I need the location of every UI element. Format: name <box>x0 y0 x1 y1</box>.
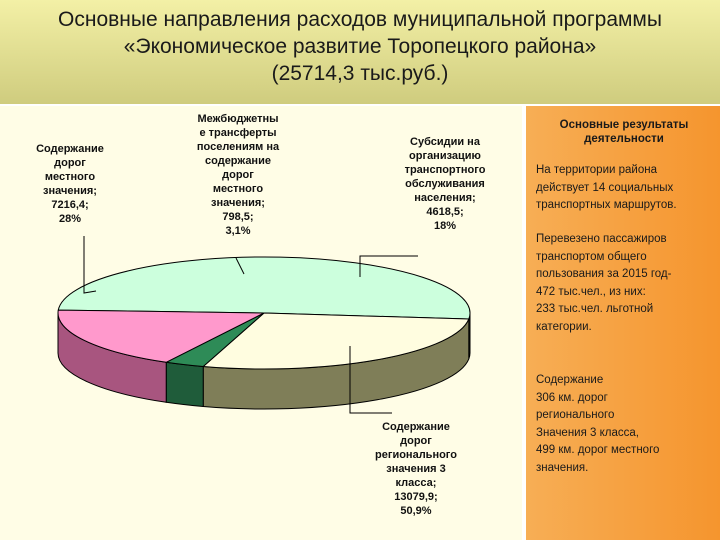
slice-label-line: е трансферты <box>199 127 276 139</box>
slice-label-line: Содержание <box>36 143 104 155</box>
pie-slice-2 <box>202 312 470 370</box>
slice-label-line: содержание <box>205 155 271 167</box>
pie-slice-4 <box>57 309 265 363</box>
slice-label-line: 28% <box>59 213 81 225</box>
slice-label-line: обслуживания <box>405 178 485 190</box>
slice-label-line: значения; <box>211 197 265 209</box>
slice-label-line: Межбюджетны <box>197 113 278 125</box>
slice-label-line: 4618,5; <box>426 206 463 218</box>
slice-label-line: значения; <box>43 185 97 197</box>
title-line-2: «Экономическое развитие Торопецкого райо… <box>123 35 597 58</box>
results-passengers-text: Перевезено пассажиров транспортом общего… <box>536 233 672 333</box>
leader-line-4 <box>359 255 418 277</box>
leader-line-3 <box>235 257 245 275</box>
slice-label-line: 13079,9; <box>394 491 437 503</box>
slice-label-line: организацию <box>409 150 481 162</box>
slice-label-line: 50,9% <box>400 505 431 517</box>
slice-label-4: Субсидии на организацию транспортного обслу… <box>405 136 486 232</box>
results-routes-text: На территории района действует 14 социал… <box>536 164 677 211</box>
results-title-text: Основные результаты деятельности <box>559 119 689 145</box>
slice-label-line: значения 3 <box>386 463 445 475</box>
pie-slice-1 <box>57 256 471 320</box>
pie-sides <box>57 312 471 410</box>
slice-label-1: Содержание дорог регионального значения 3 кл… <box>375 421 457 517</box>
leader-line-1 <box>349 346 392 414</box>
pie-leaders <box>83 236 418 414</box>
chart-panel: Содержание дорог регионального значения 3 кл… <box>0 106 522 540</box>
slice-label-line: 7216,4; <box>51 199 88 211</box>
slice-label-line: 18% <box>434 220 456 232</box>
pie-chart: Содержание дорог регионального значения 3 кл… <box>36 113 486 517</box>
slice-label-line: 3,1% <box>225 225 250 237</box>
slice-label-line: класса; <box>396 477 437 489</box>
results-panel: Основные результаты деятельности На терр… <box>526 106 720 540</box>
leader-line-2 <box>83 236 97 294</box>
title-line-1: Основные направления расходов муниципаль… <box>58 8 662 31</box>
slice-label-line: регионального <box>375 449 457 461</box>
slice-label-line: местного <box>213 183 263 195</box>
pie-labels: Содержание дорог регионального значения 3 кл… <box>36 113 486 517</box>
pie-slice-side-3 <box>165 361 204 408</box>
slice-label-line: поселениям на <box>197 141 280 153</box>
slice-label-line: транспортного <box>405 164 486 176</box>
title-total: (25714,3 тыс.руб.) <box>271 62 449 85</box>
slice-label-line: Содержание <box>382 421 450 433</box>
results-roads-text: Содержание 306 км. дорог регионального З… <box>536 374 660 474</box>
title-banner: Основные направления расходов муниципаль… <box>0 0 720 104</box>
results-title: Основные результаты деятельности <box>534 118 714 146</box>
slice-label-line: Субсидии на <box>410 136 481 148</box>
slice-label-3: Межбюджетны е трансферты поселениям на соде… <box>197 113 280 237</box>
slice-label-line: 798,5; <box>222 211 253 223</box>
pie-tops <box>57 256 471 370</box>
slice-label-line: местного <box>45 171 95 183</box>
slice-label-line: дорог <box>400 435 432 447</box>
slice-label-2: Содержание дорог местного значения; 7216,4; 2… <box>36 143 104 225</box>
slice-label-line: населения; <box>414 192 475 204</box>
slice-label-line: дорог <box>222 169 254 181</box>
slice-label-line: дорог <box>54 157 86 169</box>
